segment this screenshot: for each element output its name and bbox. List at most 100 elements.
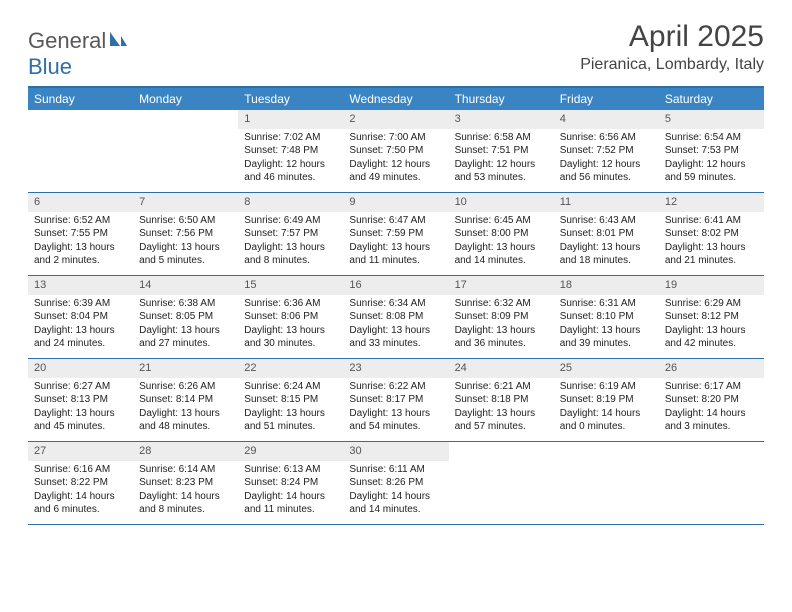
sunset-line: Sunset: 8:06 PM — [244, 310, 337, 324]
day-number: 13 — [28, 276, 133, 295]
day-body: Sunrise: 6:17 AMSunset: 8:20 PMDaylight:… — [659, 378, 764, 438]
day-number: 1 — [238, 110, 343, 129]
day-number: 23 — [343, 359, 448, 378]
weekday-header-cell: Thursday — [449, 88, 554, 110]
daylight-line: Daylight: 13 hours and 57 minutes. — [455, 407, 548, 434]
weekday-header-cell: Tuesday — [238, 88, 343, 110]
sunrise-line: Sunrise: 6:47 AM — [349, 214, 442, 228]
daylight-line: Daylight: 12 hours and 59 minutes. — [665, 158, 758, 185]
sunset-line: Sunset: 8:14 PM — [139, 393, 232, 407]
daylight-line: Daylight: 13 hours and 42 minutes. — [665, 324, 758, 351]
sunset-line: Sunset: 7:53 PM — [665, 144, 758, 158]
day-number: 5 — [659, 110, 764, 129]
daylight-line: Daylight: 13 hours and 27 minutes. — [139, 324, 232, 351]
sunset-line: Sunset: 7:55 PM — [34, 227, 127, 241]
sunrise-line: Sunrise: 6:21 AM — [455, 380, 548, 394]
sunrise-line: Sunrise: 6:16 AM — [34, 463, 127, 477]
daylight-line: Daylight: 13 hours and 54 minutes. — [349, 407, 442, 434]
day-cell: 3Sunrise: 6:58 AMSunset: 7:51 PMDaylight… — [449, 110, 554, 192]
day-body: Sunrise: 6:29 AMSunset: 8:12 PMDaylight:… — [659, 295, 764, 355]
sunset-line: Sunset: 8:13 PM — [34, 393, 127, 407]
day-cell: 5Sunrise: 6:54 AMSunset: 7:53 PMDaylight… — [659, 110, 764, 192]
sunrise-line: Sunrise: 6:34 AM — [349, 297, 442, 311]
day-body: Sunrise: 6:50 AMSunset: 7:56 PMDaylight:… — [133, 212, 238, 272]
day-number: 10 — [449, 193, 554, 212]
day-body: Sunrise: 6:19 AMSunset: 8:19 PMDaylight:… — [554, 378, 659, 438]
sunset-line: Sunset: 8:12 PM — [665, 310, 758, 324]
daylight-line: Daylight: 13 hours and 36 minutes. — [455, 324, 548, 351]
sunrise-line: Sunrise: 6:49 AM — [244, 214, 337, 228]
sunset-line: Sunset: 8:00 PM — [455, 227, 548, 241]
location: Pieranica, Lombardy, Italy — [580, 56, 764, 74]
weekday-header-cell: Friday — [554, 88, 659, 110]
daylight-line: Daylight: 13 hours and 48 minutes. — [139, 407, 232, 434]
day-number: 8 — [238, 193, 343, 212]
daylight-line: Daylight: 12 hours and 56 minutes. — [560, 158, 653, 185]
logo-text: GeneralBlue — [28, 28, 129, 80]
sunset-line: Sunset: 8:24 PM — [244, 476, 337, 490]
day-cell: 18Sunrise: 6:31 AMSunset: 8:10 PMDayligh… — [554, 276, 659, 358]
day-cell — [554, 442, 659, 524]
sunset-line: Sunset: 8:18 PM — [455, 393, 548, 407]
day-body: Sunrise: 6:41 AMSunset: 8:02 PMDaylight:… — [659, 212, 764, 272]
sunrise-line: Sunrise: 6:38 AM — [139, 297, 232, 311]
day-number: 25 — [554, 359, 659, 378]
day-body: Sunrise: 6:38 AMSunset: 8:05 PMDaylight:… — [133, 295, 238, 355]
logo-sail-icon — [108, 28, 128, 54]
sunset-line: Sunset: 7:51 PM — [455, 144, 548, 158]
month-title: April 2025 — [580, 20, 764, 54]
daylight-line: Daylight: 13 hours and 33 minutes. — [349, 324, 442, 351]
day-cell: 21Sunrise: 6:26 AMSunset: 8:14 PMDayligh… — [133, 359, 238, 441]
day-number: 18 — [554, 276, 659, 295]
day-cell: 15Sunrise: 6:36 AMSunset: 8:06 PMDayligh… — [238, 276, 343, 358]
sunset-line: Sunset: 7:52 PM — [560, 144, 653, 158]
weekday-header-cell: Sunday — [28, 88, 133, 110]
day-number: 12 — [659, 193, 764, 212]
day-cell: 27Sunrise: 6:16 AMSunset: 8:22 PMDayligh… — [28, 442, 133, 524]
sunrise-line: Sunrise: 6:52 AM — [34, 214, 127, 228]
day-body: Sunrise: 6:36 AMSunset: 8:06 PMDaylight:… — [238, 295, 343, 355]
daylight-line: Daylight: 12 hours and 46 minutes. — [244, 158, 337, 185]
sunrise-line: Sunrise: 7:00 AM — [349, 131, 442, 145]
sunrise-line: Sunrise: 6:50 AM — [139, 214, 232, 228]
day-number: 22 — [238, 359, 343, 378]
sunrise-line: Sunrise: 6:43 AM — [560, 214, 653, 228]
sunset-line: Sunset: 8:22 PM — [34, 476, 127, 490]
sunset-line: Sunset: 8:26 PM — [349, 476, 442, 490]
sunset-line: Sunset: 7:50 PM — [349, 144, 442, 158]
day-cell: 14Sunrise: 6:38 AMSunset: 8:05 PMDayligh… — [133, 276, 238, 358]
sunset-line: Sunset: 8:17 PM — [349, 393, 442, 407]
day-cell: 2Sunrise: 7:00 AMSunset: 7:50 PMDaylight… — [343, 110, 448, 192]
sunrise-line: Sunrise: 7:02 AM — [244, 131, 337, 145]
day-number: 24 — [449, 359, 554, 378]
sunrise-line: Sunrise: 6:17 AM — [665, 380, 758, 394]
day-body: Sunrise: 6:22 AMSunset: 8:17 PMDaylight:… — [343, 378, 448, 438]
sunrise-line: Sunrise: 6:58 AM — [455, 131, 548, 145]
day-body: Sunrise: 6:43 AMSunset: 8:01 PMDaylight:… — [554, 212, 659, 272]
week-row: 13Sunrise: 6:39 AMSunset: 8:04 PMDayligh… — [28, 276, 764, 359]
sunrise-line: Sunrise: 6:56 AM — [560, 131, 653, 145]
day-cell — [133, 110, 238, 192]
week-row: 20Sunrise: 6:27 AMSunset: 8:13 PMDayligh… — [28, 359, 764, 442]
day-number: 30 — [343, 442, 448, 461]
sunrise-line: Sunrise: 6:36 AM — [244, 297, 337, 311]
logo: GeneralBlue — [28, 28, 129, 80]
day-cell: 26Sunrise: 6:17 AMSunset: 8:20 PMDayligh… — [659, 359, 764, 441]
day-cell: 19Sunrise: 6:29 AMSunset: 8:12 PMDayligh… — [659, 276, 764, 358]
day-body: Sunrise: 6:14 AMSunset: 8:23 PMDaylight:… — [133, 461, 238, 521]
day-cell: 11Sunrise: 6:43 AMSunset: 8:01 PMDayligh… — [554, 193, 659, 275]
day-cell: 8Sunrise: 6:49 AMSunset: 7:57 PMDaylight… — [238, 193, 343, 275]
day-number: 4 — [554, 110, 659, 129]
sunrise-line: Sunrise: 6:24 AM — [244, 380, 337, 394]
weekday-header-cell: Monday — [133, 88, 238, 110]
daylight-line: Daylight: 14 hours and 0 minutes. — [560, 407, 653, 434]
day-cell: 22Sunrise: 6:24 AMSunset: 8:15 PMDayligh… — [238, 359, 343, 441]
day-body: Sunrise: 6:27 AMSunset: 8:13 PMDaylight:… — [28, 378, 133, 438]
day-body: Sunrise: 6:54 AMSunset: 7:53 PMDaylight:… — [659, 129, 764, 189]
day-body: Sunrise: 6:13 AMSunset: 8:24 PMDaylight:… — [238, 461, 343, 521]
day-cell: 1Sunrise: 7:02 AMSunset: 7:48 PMDaylight… — [238, 110, 343, 192]
day-body: Sunrise: 6:34 AMSunset: 8:08 PMDaylight:… — [343, 295, 448, 355]
day-cell: 12Sunrise: 6:41 AMSunset: 8:02 PMDayligh… — [659, 193, 764, 275]
sunrise-line: Sunrise: 6:54 AM — [665, 131, 758, 145]
daylight-line: Daylight: 12 hours and 53 minutes. — [455, 158, 548, 185]
